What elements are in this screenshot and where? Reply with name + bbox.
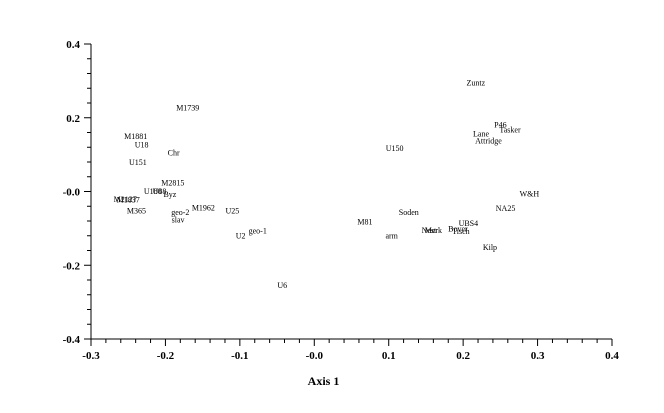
data-point: U180 [144,187,162,196]
x-tick-label: 0.4 [605,350,619,362]
x-tick-label: -0.0 [306,350,324,362]
y-tick-label: -0.4 [63,334,81,346]
data-point: U150 [386,144,404,153]
tick-labels: -0.3 -0.2 -0.1 -0.0 0.1 0.2 0.3 0.4 0.4 0.2 -0.0 -0… [63,39,620,362]
y-tick-label: -0.2 [63,260,81,272]
data-point: M365 [127,206,146,215]
data-point: M1962 [192,204,215,213]
data-point: slav [172,216,185,225]
x-axis-title: Axis 1 [308,374,340,388]
data-point: M2127 [114,195,137,204]
data-point: NA25 [496,204,516,213]
data-point: Attridge [475,137,502,146]
data-point: M1739 [176,103,199,112]
data-point: M1881 [124,132,147,141]
y-tick-label: 0.4 [66,39,80,51]
data-point: Bover [448,224,468,233]
y-tick-label: 0.2 [66,113,80,125]
data-point: W&H [520,190,540,199]
data-point: U18 [135,140,149,149]
data-point: Soden [399,208,419,217]
data-point: geo-1 [249,227,267,236]
data-point: M1837 [117,196,140,205]
data-point: M2815 [161,179,184,188]
x-tick-label: -0.2 [157,350,175,362]
x-tick-label: 0.3 [531,350,545,362]
data-point: U6 [277,281,287,290]
data-point: U88 [153,187,167,196]
y-tick-label: -0.0 [63,187,81,199]
data-point: Kilp [483,243,497,252]
data-point: Tasker [499,126,521,135]
data-point: Lane [473,130,489,139]
ticks [84,43,613,346]
x-tick-label: 0.2 [456,350,470,362]
data-point: P46 [494,120,506,129]
data-point: M81 [357,218,372,227]
x-tick-label: 0.1 [382,350,396,362]
data-point: Tisch [452,227,470,236]
data-point: U25 [226,206,240,215]
data-point: Byz [163,190,176,199]
data-point: U2 [236,231,246,240]
data-point: Nest [422,226,437,235]
data-point: geo-2 [171,208,189,217]
data-point: UBS4 [459,219,479,228]
data-point: arm [385,231,398,240]
data-point: U151 [129,158,147,167]
data-point: Chr [168,148,180,157]
x-tick-label: -0.1 [231,350,248,362]
x-tick-label: -0.3 [82,350,100,362]
data-point: Merk [425,226,442,235]
data-point: Zuntz [466,79,485,88]
